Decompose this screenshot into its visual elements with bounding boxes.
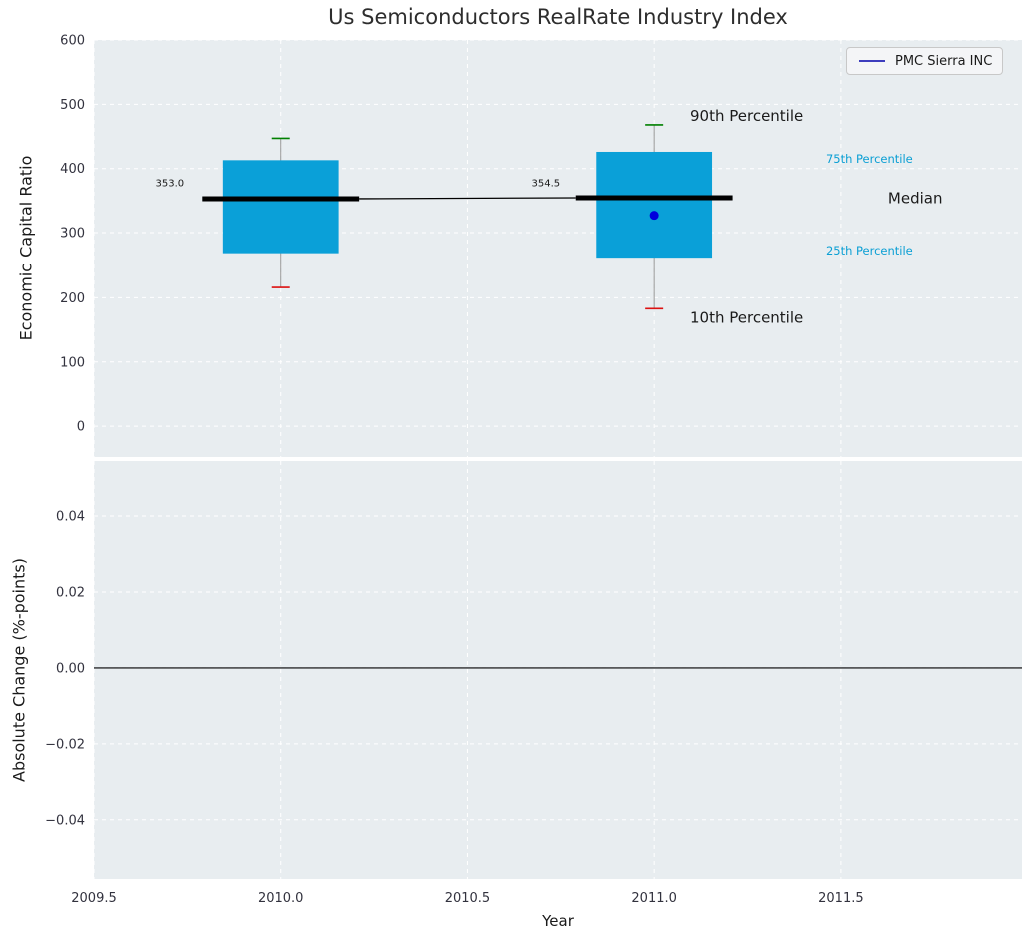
annotation: 25th Percentile xyxy=(826,244,913,258)
x-tick-label: 2009.5 xyxy=(71,891,117,906)
legend-label: PMC Sierra INC xyxy=(895,53,993,69)
legend: PMC Sierra INC xyxy=(846,47,1004,75)
y-tick-label: −0.04 xyxy=(45,813,85,828)
annotation: 75th Percentile xyxy=(826,152,913,166)
y-tick-label: 0 xyxy=(77,420,85,435)
y-tick-label: 0.02 xyxy=(56,585,85,600)
x-axis-label: Year xyxy=(542,912,574,930)
y-tick-label: −0.02 xyxy=(45,737,85,752)
y-tick-label: 100 xyxy=(60,355,85,370)
annotation: 90th Percentile xyxy=(690,107,803,125)
y-tick-label: 400 xyxy=(60,162,85,177)
box-2010 xyxy=(222,160,339,254)
annotation: 353.0 xyxy=(155,178,184,189)
annotation: Median xyxy=(888,190,943,208)
legend-line-sample xyxy=(859,60,885,62)
annotation: 354.5 xyxy=(532,178,561,189)
y-tick-label: 500 xyxy=(60,98,85,113)
y-tick-label: 300 xyxy=(60,227,85,242)
y-tick-label: 0.00 xyxy=(56,661,85,676)
median-connector xyxy=(359,197,576,200)
x-tick-label: 2011.0 xyxy=(631,891,677,906)
y-tick-label: 0.04 xyxy=(56,510,85,525)
chart-title: Us Semiconductors RealRate Industry Inde… xyxy=(328,5,788,29)
x-tick-label: 2010.0 xyxy=(258,891,304,906)
x-tick-label: 2011.5 xyxy=(818,891,864,906)
y-axis-label-bottom: Absolute Change (%-points) xyxy=(9,558,29,782)
y-tick-label: 200 xyxy=(60,291,85,306)
y-tick-label: 600 xyxy=(60,34,85,49)
y-axis-label-top: Economic Capital Ratio xyxy=(16,155,36,341)
annotation: 10th Percentile xyxy=(690,309,803,327)
bottom-panel xyxy=(94,461,1022,879)
series-marker xyxy=(649,211,659,221)
x-tick-label: 2010.5 xyxy=(445,891,491,906)
box-2011 xyxy=(596,151,713,259)
